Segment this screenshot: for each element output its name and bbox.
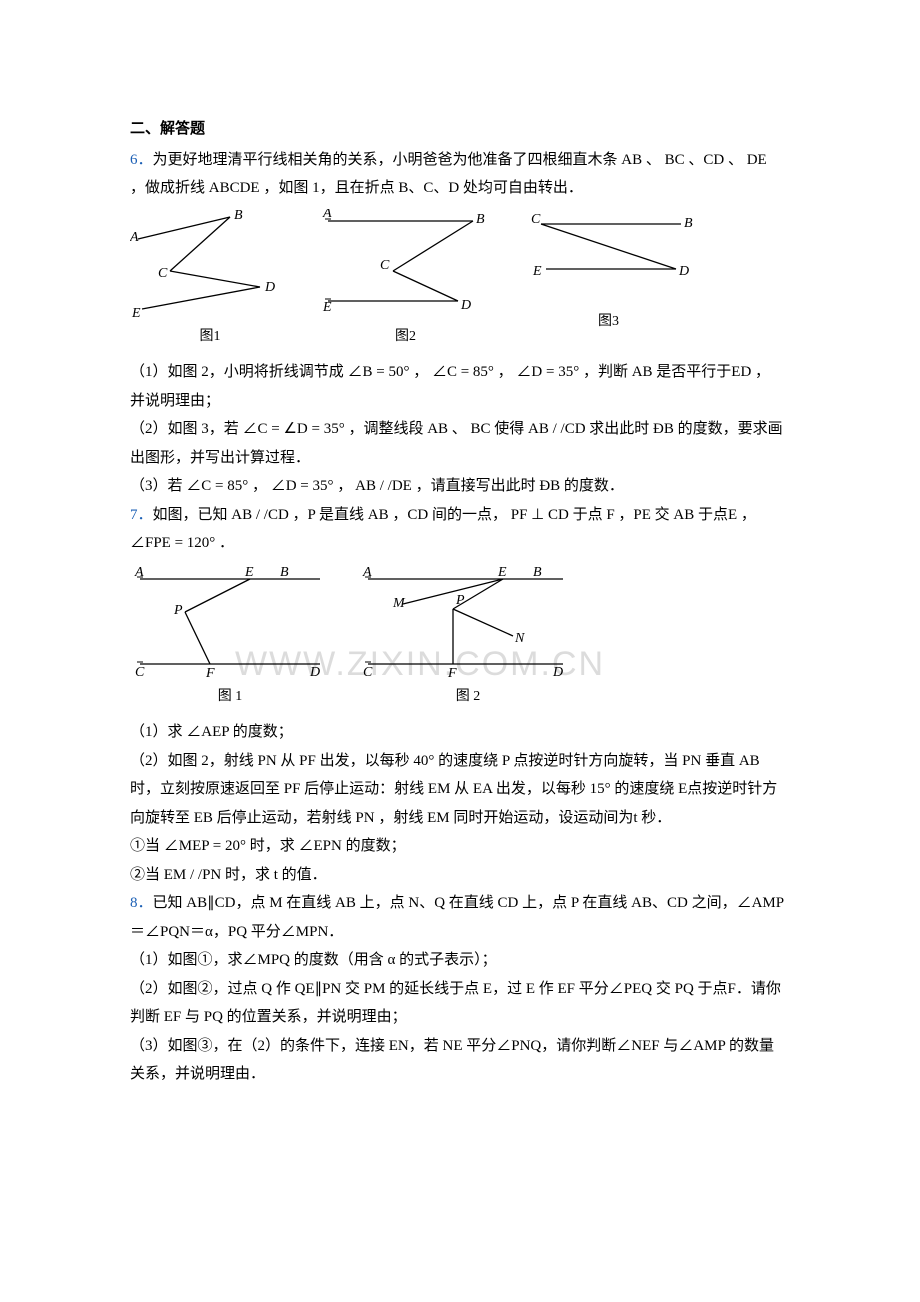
svg-text:C: C <box>531 212 541 227</box>
svg-text:D: D <box>460 298 471 313</box>
q6-p3: （3）若 ∠C = 85° ， ∠D = 35° ， AB / /DE ，请直接… <box>130 472 785 501</box>
q7-figures: A E B P C F D 图 1 A E <box>130 564 785 711</box>
q6-fig3-svg: C B D E <box>521 209 696 309</box>
q8-intro: 8．已知 AB∥CD，点 M 在直线 AB 上，点 N、Q 在直线 CD 上，点… <box>130 889 785 946</box>
q6-fig1: A B C D E 图1 <box>130 209 290 351</box>
q7-intro-text: 如图，已知 AB / /CD ，P 是直线 AB ，CD 间的一点， PF ⊥ … <box>130 507 756 552</box>
q6-figures: A B C D E 图1 A B C D E 图2 C <box>130 209 785 351</box>
svg-text:N: N <box>514 631 525 646</box>
svg-text:E: E <box>322 300 332 315</box>
q8-p2: （2）如图②，过点 Q 作 QE∥PN 交 PM 的延长线于点 E，过 E 作 … <box>130 975 785 1032</box>
q6-fig3-label: 图3 <box>598 309 619 336</box>
q6-intro: 6．为更好地理清平行线相关角的关系，小明爸爸为他准备了四根细直木条 AB 、 B… <box>130 146 785 203</box>
svg-text:A: A <box>322 209 332 221</box>
svg-text:B: B <box>684 216 693 231</box>
q6-intro-text: 为更好地理清平行线相关角的关系，小明爸爸为他准备了四根细直木条 AB 、 BC … <box>130 152 767 197</box>
q6-fig1-label: 图1 <box>200 324 221 351</box>
svg-text:E: E <box>497 565 507 580</box>
q7-fig1-label: 图 1 <box>218 684 243 711</box>
q7-fig1-svg: A E B P C F D <box>130 564 330 684</box>
svg-text:C: C <box>380 258 390 273</box>
q6-fig1-svg: A B C D E <box>130 209 290 324</box>
q7-p2b: ②当 EM / /PN 时，求 t 的值． <box>130 861 785 890</box>
svg-text:C: C <box>158 266 168 281</box>
svg-text:P: P <box>455 593 465 608</box>
svg-text:F: F <box>205 666 215 681</box>
section-heading: 二、解答题 <box>130 115 785 144</box>
svg-text:B: B <box>234 209 243 223</box>
q7-p2: （2）如图 2，射线 PN 从 PF 出发，以每秒 40° 的速度绕 P 点按逆… <box>130 747 785 833</box>
svg-text:A: A <box>134 565 144 580</box>
svg-text:M: M <box>392 596 406 611</box>
svg-text:D: D <box>678 264 689 279</box>
q7-fig2-label: 图 2 <box>456 684 481 711</box>
q7-p1: （1）求 ∠AEP 的度数； <box>130 718 785 747</box>
svg-text:D: D <box>309 665 320 680</box>
svg-text:C: C <box>363 665 373 680</box>
q6-p1: （1）如图 2，小明将折线调节成 ∠B = 50° ， ∠C = 85° ， ∠… <box>130 358 785 415</box>
q6-number: 6． <box>130 152 153 168</box>
q7-fig2-svg: A E B M P N C F D <box>358 564 578 684</box>
svg-text:E: E <box>532 264 542 279</box>
svg-text:C: C <box>135 665 145 680</box>
q6-fig2-svg: A B C D E <box>318 209 493 324</box>
q6-fig2-label: 图2 <box>395 324 416 351</box>
q8-intro-text: 已知 AB∥CD，点 M 在直线 AB 上，点 N、Q 在直线 CD 上，点 P… <box>130 895 784 940</box>
q6-fig3: C B D E 图3 <box>521 209 696 336</box>
q8-p1: （1）如图①，求∠MPQ 的度数（用含 α 的式子表示）； <box>130 946 785 975</box>
svg-text:F: F <box>447 666 457 681</box>
q7-number: 7． <box>130 507 153 523</box>
svg-text:E: E <box>131 306 141 321</box>
svg-text:B: B <box>533 565 542 580</box>
q6-p2: （2）如图 3，若 ∠C = ∠D = 35° ，调整线段 AB 、 BC 使得… <box>130 415 785 472</box>
svg-text:A: A <box>362 565 372 580</box>
svg-text:B: B <box>280 565 289 580</box>
svg-text:A: A <box>130 230 139 245</box>
q8-p3: （3）如图③，在（2）的条件下，连接 EN，若 NE 平分∠PNQ，请你判断∠N… <box>130 1032 785 1089</box>
svg-text:D: D <box>264 280 275 295</box>
svg-text:D: D <box>552 665 563 680</box>
svg-text:P: P <box>173 603 183 618</box>
svg-text:E: E <box>244 565 254 580</box>
q7-p2a: ①当 ∠MEP = 20° 时，求 ∠EPN 的度数； <box>130 832 785 861</box>
q7-fig1: A E B P C F D 图 1 <box>130 564 330 711</box>
svg-text:B: B <box>476 212 485 227</box>
q7-intro: 7．如图，已知 AB / /CD ，P 是直线 AB ，CD 间的一点， PF … <box>130 501 785 558</box>
q6-fig2: A B C D E 图2 <box>318 209 493 351</box>
q8-number: 8． <box>130 895 153 911</box>
q7-fig2: A E B M P N C F D 图 2 <box>358 564 578 711</box>
